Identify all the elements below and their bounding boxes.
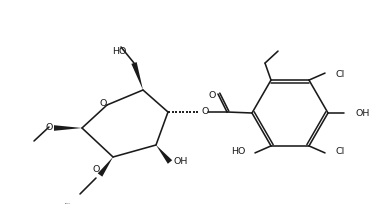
Text: HO: HO <box>231 147 245 156</box>
Text: O: O <box>45 122 53 131</box>
Text: O: O <box>208 92 216 101</box>
Text: O: O <box>201 108 209 117</box>
Polygon shape <box>131 62 143 90</box>
Text: OH: OH <box>174 157 188 166</box>
Text: OH: OH <box>355 108 369 118</box>
Polygon shape <box>54 125 82 131</box>
Text: methoxy: methoxy <box>65 202 71 204</box>
Text: O: O <box>92 166 100 175</box>
Text: Cl: Cl <box>335 70 344 79</box>
Text: O: O <box>99 99 107 108</box>
Polygon shape <box>98 157 113 177</box>
Text: HO: HO <box>112 46 126 55</box>
Polygon shape <box>156 145 172 164</box>
Text: Cl: Cl <box>335 147 344 156</box>
